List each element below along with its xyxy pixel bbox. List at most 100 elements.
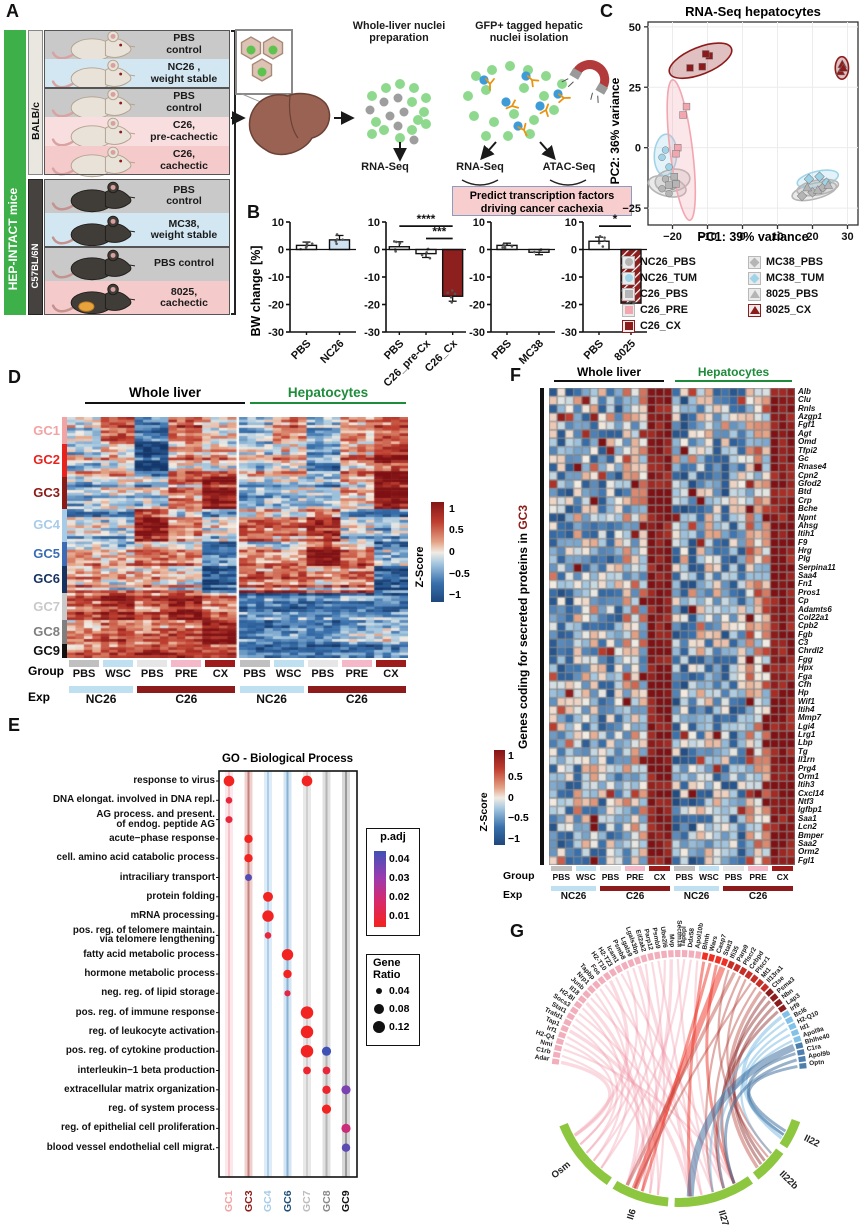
cluster-strip [62, 476, 67, 510]
gene-label: Rnls [798, 403, 816, 413]
mouse-icon [51, 283, 136, 315]
pca-legend-label: MC38_TUM [766, 272, 825, 284]
cluster-label: GC9 [33, 643, 60, 659]
exp-tick-label: C26 [345, 692, 368, 706]
svg-text:PBS: PBS [490, 338, 514, 362]
svg-text:20: 20 [806, 231, 818, 243]
svg-text:PBS: PBS [582, 338, 606, 362]
pca-legend-label: NC26_TUM [640, 272, 697, 284]
go-term-label: AG process. and present. of endog. pepti… [96, 808, 215, 830]
workflow-step2-label: GFP+ tagged hepatic nuclei isolation [475, 20, 583, 44]
hm-f-header-wholeliver: Whole liver [554, 365, 664, 382]
gene-label: Bche [798, 504, 818, 514]
svg-text:−10: −10 [698, 231, 717, 243]
pca-legend-item: MC38_TUM [748, 270, 824, 286]
svg-text:−25: −25 [622, 203, 641, 215]
cluster-label: GC4 [33, 517, 60, 533]
mouse-row: C26, cachectic [44, 146, 230, 177]
gene-label: Cpn2 [798, 470, 818, 480]
circos-gene-label: Irf1 [546, 1025, 558, 1035]
gene-label: Itih3 [798, 780, 815, 790]
group-tick-label: CX [212, 668, 229, 680]
circos-gene-label: Ube2l6 [659, 926, 669, 948]
group-tick-label: PBS [724, 872, 743, 882]
strain-c57-label: C57BL/6N [30, 243, 41, 289]
svg-text:-20: -20 [469, 300, 485, 312]
colorbar-tick: 0.5 [449, 524, 464, 537]
cluster-label: GC3 [33, 484, 60, 500]
padj-legend-box: p.adj 0.04 0.03 0.02 0.01 [366, 828, 420, 936]
gene-label: Cfh [798, 679, 812, 689]
heatmap-f-canvas [549, 388, 795, 865]
circos-gene-label: Adar [534, 1054, 550, 1063]
pca-legend-item: 8025_PBS [748, 286, 824, 302]
svg-text:8025: 8025 [612, 338, 638, 364]
group-tick-label: PBS [140, 668, 164, 680]
heatmap-f-colorbar-title: Z-Score [478, 792, 490, 832]
gene-label: Adamts6 [798, 604, 832, 614]
padj-legend-title: p.adj [380, 831, 406, 843]
pca-ylabel: PC2: 36% variance [608, 77, 622, 185]
hm-d-header-hepatocytes: Hepatocytes [250, 385, 406, 404]
gene-ratio-legend-box: Gene Ratio 0.04 0.08 0.12 [366, 954, 420, 1046]
strain-balbc-label: BALB/c [30, 102, 42, 140]
gene-label: Npnt [798, 512, 817, 522]
pca-legend-marker [622, 255, 635, 269]
svg-text:MC38: MC38 [517, 338, 546, 367]
gene-label: Hrg [798, 546, 812, 555]
go-term-label: fatty acid metabolic process [83, 948, 215, 960]
mouse-icon [51, 249, 136, 281]
exp-chip [307, 686, 406, 693]
group-chip [649, 866, 670, 871]
heatmap-f-exp-label: Exp [503, 889, 523, 901]
circos-gene-label: Optn [809, 1059, 825, 1067]
svg-text:0: 0 [571, 245, 577, 257]
colorbar-tick: 1 [449, 502, 455, 515]
svg-text:***: *** [432, 225, 446, 239]
mouse-row: PBS control [44, 88, 230, 119]
go-title: GO - Biological Process [221, 753, 353, 765]
gene-label: Hpx [798, 663, 814, 673]
colorbar-tick: 0.5 [508, 770, 523, 783]
svg-text:10: 10 [368, 217, 380, 229]
panel-a-bracket [231, 30, 236, 315]
mouse-row: MC38, weight stable [44, 213, 230, 247]
pca-legend-label: 8025_PBS [766, 288, 819, 300]
gene-label: Fgl1 [798, 855, 815, 865]
group-tick-label: CX [653, 872, 666, 882]
cluster-strip [62, 620, 67, 645]
go-term-label: blood vessel endothelial cell migrat. [46, 1141, 215, 1153]
pca-legend-label: C26_CX [640, 320, 681, 332]
exp-tick-label: NC26 [683, 891, 710, 902]
cluster-strip [62, 509, 67, 542]
pca-legend-right: MC38_PBS MC38_TUM 8025_PBS 8025_CX [748, 254, 824, 318]
circos-gene-label: C1ra [806, 1043, 822, 1053]
predict-tf-box: Predict transcription factors driving ca… [452, 186, 632, 216]
gene-label: Plg [798, 554, 811, 564]
panel-e-label: E [8, 715, 21, 735]
hm-f-side-label-gc3: GC3 [516, 504, 530, 530]
pca-legend-marker [622, 287, 635, 301]
panel-g-label: G [510, 921, 525, 941]
group-chip [307, 660, 338, 667]
panel-d-label: D [8, 367, 21, 387]
gene-label: Rnase4 [798, 462, 827, 472]
gene-label: Cp [798, 596, 809, 606]
group-tick-label: PRE [175, 668, 198, 680]
cluster-strip [62, 444, 67, 477]
go-term-label: hormone metabolic process [84, 968, 215, 980]
panel-f-label: F [510, 365, 521, 385]
svg-text:-30: -30 [364, 327, 380, 339]
pca-legend-marker [748, 287, 761, 301]
go-term-label: acute−phase response [109, 832, 215, 844]
go-term-label: pos. reg. of immune response [75, 1006, 215, 1018]
go-dotplot [216, 770, 358, 1178]
hm-f-header-hepatocytes: Hepatocytes [675, 365, 792, 382]
gene-label: Fn1 [798, 579, 813, 589]
group-tick-label: WSC [275, 668, 302, 680]
gene-label: Bmper [798, 830, 824, 840]
panel-b-label: B [247, 202, 260, 222]
group-chip [137, 660, 168, 667]
heatmap-d-colorbar-title: Z-Score [414, 546, 426, 588]
